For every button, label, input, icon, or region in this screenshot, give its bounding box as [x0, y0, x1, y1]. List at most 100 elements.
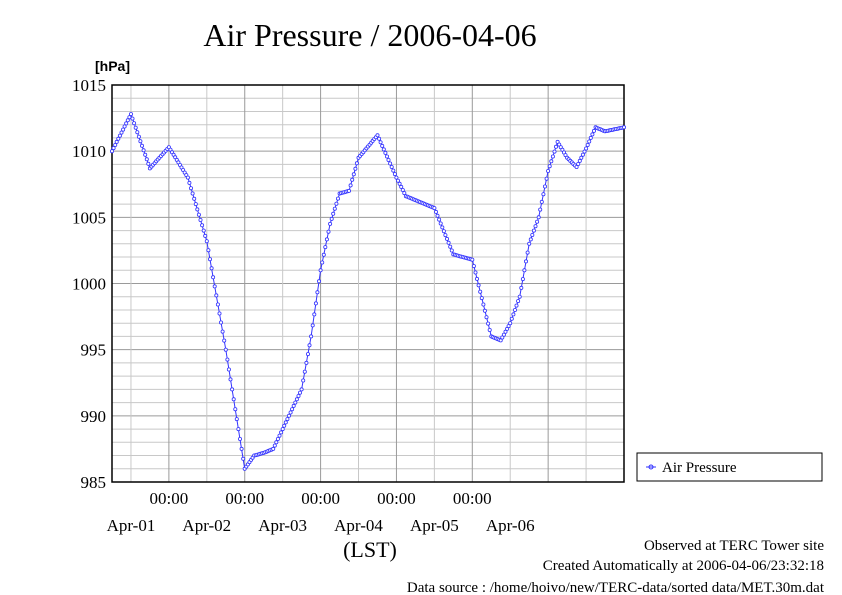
data-point	[200, 223, 205, 228]
data-point	[386, 157, 391, 162]
data-point	[282, 423, 287, 428]
data-point	[114, 139, 119, 144]
data-point	[315, 290, 320, 295]
plot-frame	[111, 84, 625, 483]
data-point	[516, 299, 521, 304]
data-point	[533, 224, 538, 229]
data-point	[524, 259, 529, 264]
data-point	[192, 196, 197, 201]
footer-observed: Observed at TERC Tower site	[644, 538, 824, 554]
data-point	[501, 332, 506, 337]
data-point	[335, 196, 340, 201]
data-point	[277, 433, 282, 438]
data-point	[144, 157, 149, 162]
data-point	[383, 150, 388, 155]
data-point	[519, 285, 524, 290]
data-point	[478, 289, 483, 294]
plot-border	[111, 84, 625, 483]
y-tick-label: 1000	[72, 275, 106, 294]
data-point	[392, 172, 397, 177]
data-point	[433, 209, 438, 214]
data-point	[522, 268, 527, 273]
data-point	[531, 228, 536, 233]
x-time-tick-label: 00:00	[377, 489, 416, 508]
data-point	[388, 161, 393, 166]
data-point	[132, 121, 137, 126]
data-point	[528, 237, 533, 242]
data-point	[113, 142, 118, 147]
data-point	[332, 206, 337, 211]
x-time-tick-label: 00:00	[301, 489, 340, 508]
data-point	[473, 270, 478, 275]
data-point	[122, 124, 127, 129]
data-point	[310, 323, 315, 328]
data-point	[380, 143, 385, 148]
data-point	[271, 446, 276, 451]
data-point	[331, 211, 336, 216]
x-time-tick-label: 00:00	[225, 489, 264, 508]
data-point	[351, 172, 356, 177]
data-point	[312, 312, 317, 317]
data-point	[577, 158, 582, 163]
data-point	[509, 316, 514, 321]
data-point	[503, 329, 508, 334]
data-point	[215, 302, 220, 307]
x-date-label: Apr-06	[486, 516, 535, 535]
data-point	[527, 241, 532, 246]
data-point	[209, 266, 214, 271]
chart-title: Air Pressure / 2006-04-06	[203, 17, 536, 53]
data-point	[328, 221, 333, 226]
data-point	[592, 128, 597, 133]
data-point	[196, 212, 201, 217]
data-point	[535, 219, 540, 224]
data-point	[141, 148, 146, 153]
data-point	[286, 413, 291, 418]
x-time-tick-label: 00:00	[453, 489, 492, 508]
data-point	[136, 134, 141, 139]
data-point	[291, 403, 296, 408]
data-point	[185, 175, 190, 180]
x-date-label: Apr-02	[182, 516, 231, 535]
data-point	[203, 233, 208, 238]
data-point	[470, 257, 475, 262]
data-point	[582, 149, 587, 154]
data-point	[320, 260, 325, 265]
data-point	[329, 216, 334, 221]
data-point	[543, 184, 548, 189]
x-date-label: Apr-04	[334, 516, 383, 535]
x-tick-labels: 00:00 00:00 00:00 00:00 00:00 Apr-01 Apr-02 Apr…	[107, 489, 535, 535]
data-point	[280, 427, 285, 432]
data-point	[394, 175, 399, 180]
data-point	[479, 296, 484, 301]
data-point	[206, 248, 211, 253]
data-point	[236, 427, 241, 432]
y-tick-labels: 1015 1010 1005 1000 995 990 985	[72, 76, 106, 492]
data-point	[348, 183, 353, 188]
data-point	[212, 284, 217, 289]
data-point	[296, 393, 301, 398]
series-air-pressure	[110, 112, 627, 471]
data-point	[146, 161, 151, 166]
data-point	[204, 239, 209, 244]
data-point	[443, 233, 448, 238]
data-point	[231, 397, 236, 402]
data-point	[346, 188, 351, 193]
data-point	[584, 146, 589, 151]
data-point	[579, 155, 584, 160]
x-date-label: Apr-01	[107, 516, 156, 535]
data-point	[272, 443, 277, 448]
data-point	[588, 135, 593, 140]
data-point	[375, 133, 380, 138]
data-point	[550, 154, 555, 159]
data-point	[222, 338, 227, 343]
data-point	[294, 397, 299, 402]
data-point	[449, 248, 454, 253]
data-point	[536, 215, 541, 220]
data-point	[354, 161, 359, 166]
data-point	[474, 276, 479, 281]
data-point	[544, 176, 549, 181]
data-point	[117, 133, 122, 138]
data-point	[554, 144, 559, 149]
data-point	[214, 293, 219, 298]
footer-data-source: Data source : /home/hoivo/new/TERC-data/…	[407, 580, 825, 595]
